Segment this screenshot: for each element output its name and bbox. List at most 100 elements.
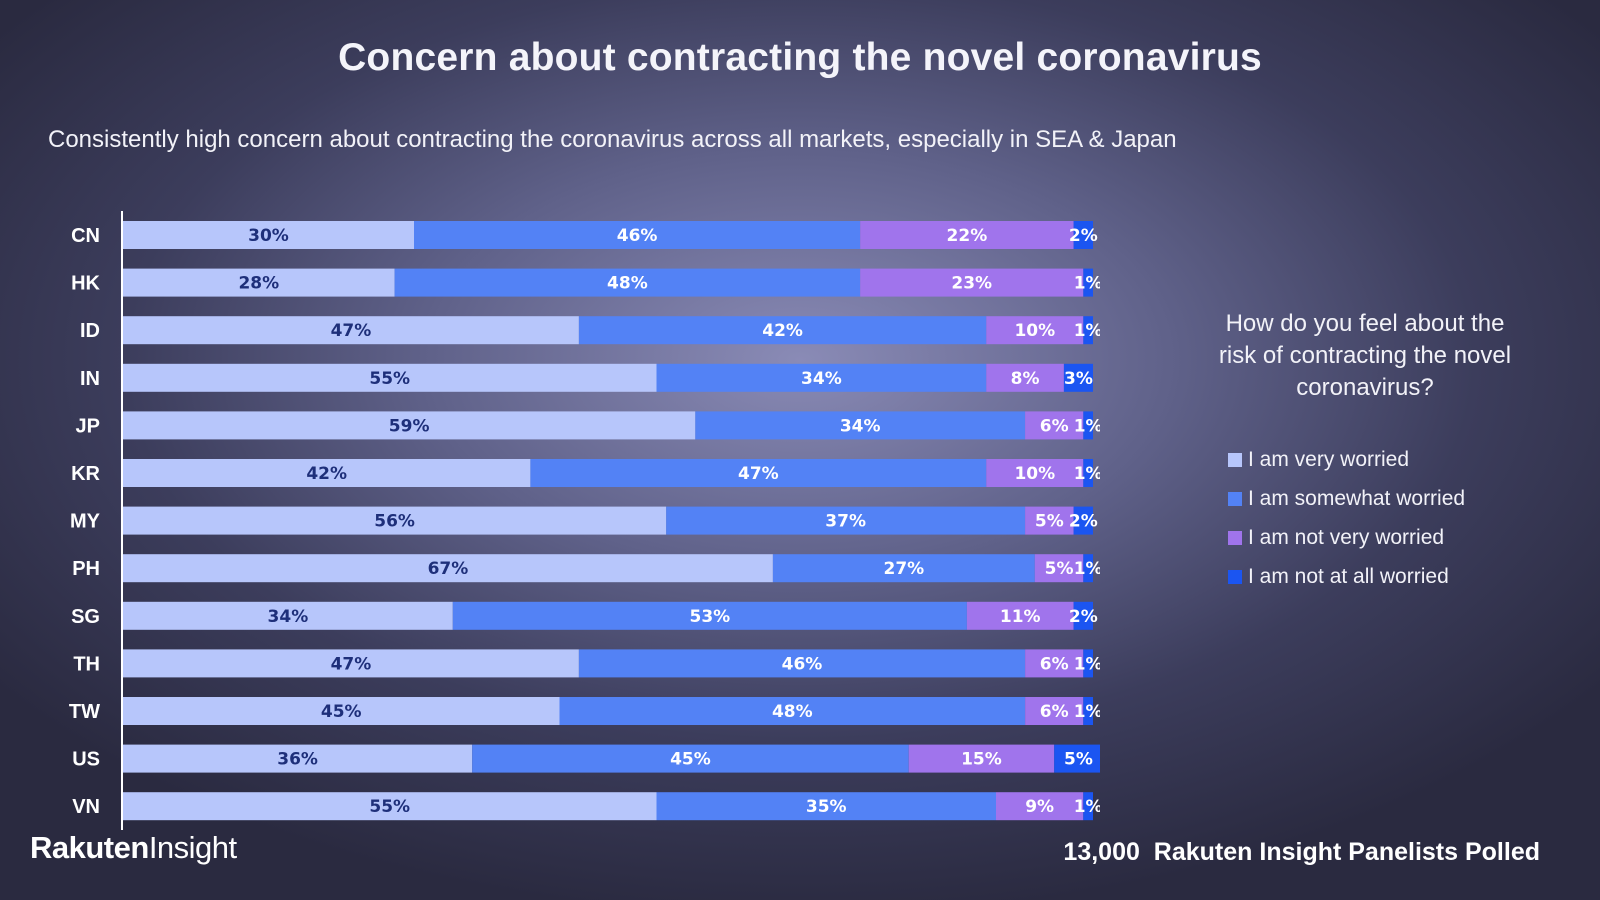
value-label-sg-series-3: 2%: [1069, 607, 1098, 627]
bar-cn-series-1: [414, 221, 861, 249]
value-label-hk-series-1: 48%: [607, 274, 648, 294]
bar-in-series-3: [1063, 363, 1093, 392]
bar-hk-series-0: [123, 268, 395, 297]
value-label-my-series-1: 37%: [825, 512, 866, 532]
legend-item-0: I am very worried: [1228, 440, 1465, 479]
bar-id-series-3: [1083, 316, 1093, 345]
logo-brand: Rakuten: [30, 830, 149, 865]
bar-hk-series-3: [1083, 268, 1093, 297]
bar-th-series-1: [578, 649, 1026, 678]
category-label-id: ID: [80, 320, 100, 342]
value-label-tw-series-1: 48%: [772, 702, 813, 722]
category-label-jp: JP: [76, 415, 100, 437]
bar-vn-series-2: [996, 792, 1084, 821]
legend-label-0: I am very worried: [1248, 447, 1410, 471]
value-label-sg-series-2: 11%: [1000, 607, 1041, 627]
category-label-cn: CN: [71, 225, 100, 247]
bar-ph-series-3: [1083, 554, 1093, 583]
bar-id-series-2: [986, 316, 1084, 345]
value-label-in-series-1: 34%: [801, 369, 842, 389]
category-label-sg: SG: [71, 606, 100, 628]
legend-item-3: I am not at all worried: [1228, 557, 1465, 596]
value-label-ph-series-1: 27%: [883, 559, 924, 579]
value-label-us-series-3: 5%: [1064, 750, 1093, 770]
bar-th-series-3: [1083, 649, 1093, 678]
bar-my-series-0: [123, 506, 667, 535]
bar-kr-series-0: [123, 459, 531, 487]
value-label-hk-series-2: 23%: [951, 274, 992, 294]
legend-label-1: I am somewhat worried: [1248, 486, 1466, 510]
value-label-tw-series-0: 45%: [321, 702, 362, 722]
bar-sg-series-0: [123, 601, 453, 630]
value-label-jp-series-3: 1%: [1074, 416, 1100, 436]
value-label-ph-series-0: 67%: [428, 559, 469, 579]
value-label-us-series-2: 15%: [961, 750, 1002, 770]
value-label-my-series-0: 56%: [374, 512, 415, 532]
category-label-th: TH: [73, 653, 100, 675]
bar-th-series-0: [123, 649, 579, 678]
value-label-kr-series-0: 42%: [306, 464, 347, 484]
bar-jp-series-1: [695, 411, 1026, 440]
value-label-kr-series-1: 47%: [738, 464, 779, 484]
bar-ph-series-1: [772, 554, 1035, 583]
category-label-my: MY: [70, 511, 101, 533]
bar-tw-series-0: [123, 697, 560, 725]
value-label-my-series-3: 2%: [1069, 512, 1098, 532]
value-label-ph-series-3: 1%: [1074, 559, 1100, 579]
bar-vn-series-0: [123, 792, 657, 821]
poll-text: Rakuten Insight Panelists Polled: [1153, 838, 1540, 866]
bar-jp-series-2: [1025, 411, 1084, 440]
value-label-th-series-3: 1%: [1074, 654, 1100, 674]
bar-ph-series-2: [1034, 554, 1084, 583]
value-label-my-series-2: 5%: [1035, 512, 1064, 532]
legend-title: How do you feel about the risk of contra…: [1218, 310, 1512, 401]
value-label-in-series-0: 55%: [369, 369, 410, 389]
bar-hk-series-1: [394, 268, 861, 297]
bar-tw-series-2: [1025, 697, 1084, 725]
value-label-cn-series-1: 46%: [617, 226, 658, 246]
bar-jp-series-3: [1083, 411, 1093, 440]
bar-id-series-0: [123, 316, 579, 345]
value-label-us-series-0: 36%: [277, 750, 318, 770]
value-label-cn-series-0: 30%: [248, 226, 289, 246]
legend-swatch-2: [1228, 530, 1242, 545]
bar-kr-series-3: [1083, 459, 1093, 487]
value-label-cn-series-3: 2%: [1069, 226, 1098, 246]
legend-label-3: I am not at all worried: [1248, 564, 1449, 588]
value-label-tw-series-2: 6%: [1040, 702, 1069, 722]
chart-title: Concern about contracting the novel coro…: [338, 36, 1262, 79]
legend-item-1: I am somewhat worried: [1228, 479, 1465, 518]
bar-us-series-2: [908, 744, 1055, 773]
bar-my-series-2: [1025, 506, 1074, 535]
category-label-tw: TW: [69, 701, 100, 723]
bar-cn-series-0: [123, 221, 414, 249]
bar-my-series-3: [1073, 506, 1093, 535]
value-label-id-series-3: 1%: [1074, 321, 1100, 341]
bar-sg-series-1: [452, 601, 967, 630]
value-label-kr-series-3: 1%: [1074, 464, 1100, 484]
value-label-id-series-2: 10%: [1014, 321, 1055, 341]
bar-kr-series-2: [986, 459, 1084, 487]
category-label-vn: VN: [72, 796, 100, 818]
bar-cn-series-3: [1073, 221, 1093, 249]
bar-tw-series-3: [1083, 697, 1093, 725]
bar-vn-series-3: [1083, 792, 1093, 821]
value-label-sg-series-0: 34%: [268, 607, 309, 627]
value-label-vn-series-2: 9%: [1025, 797, 1054, 817]
poll-count: 13,000: [1063, 838, 1140, 866]
value-label-id-series-1: 42%: [762, 321, 803, 341]
value-label-kr-series-2: 10%: [1014, 464, 1055, 484]
category-label-us: US: [72, 749, 100, 771]
bar-hk-series-2: [860, 268, 1084, 297]
category-label-kr: KR: [71, 463, 100, 485]
legend-swatch-3: [1228, 569, 1242, 584]
bar-vn-series-1: [656, 792, 996, 821]
value-label-tw-series-3: 1%: [1074, 702, 1100, 722]
legend: I am very worried I am somewhat worried I …: [1228, 440, 1465, 596]
value-label-id-series-0: 47%: [331, 321, 372, 341]
bar-in-series-2: [986, 363, 1064, 392]
bar-cn-series-2: [860, 221, 1074, 249]
value-label-vn-series-3: 1%: [1074, 797, 1100, 817]
legend-item-2: I am not very worried: [1228, 518, 1465, 557]
value-label-vn-series-0: 55%: [369, 797, 410, 817]
